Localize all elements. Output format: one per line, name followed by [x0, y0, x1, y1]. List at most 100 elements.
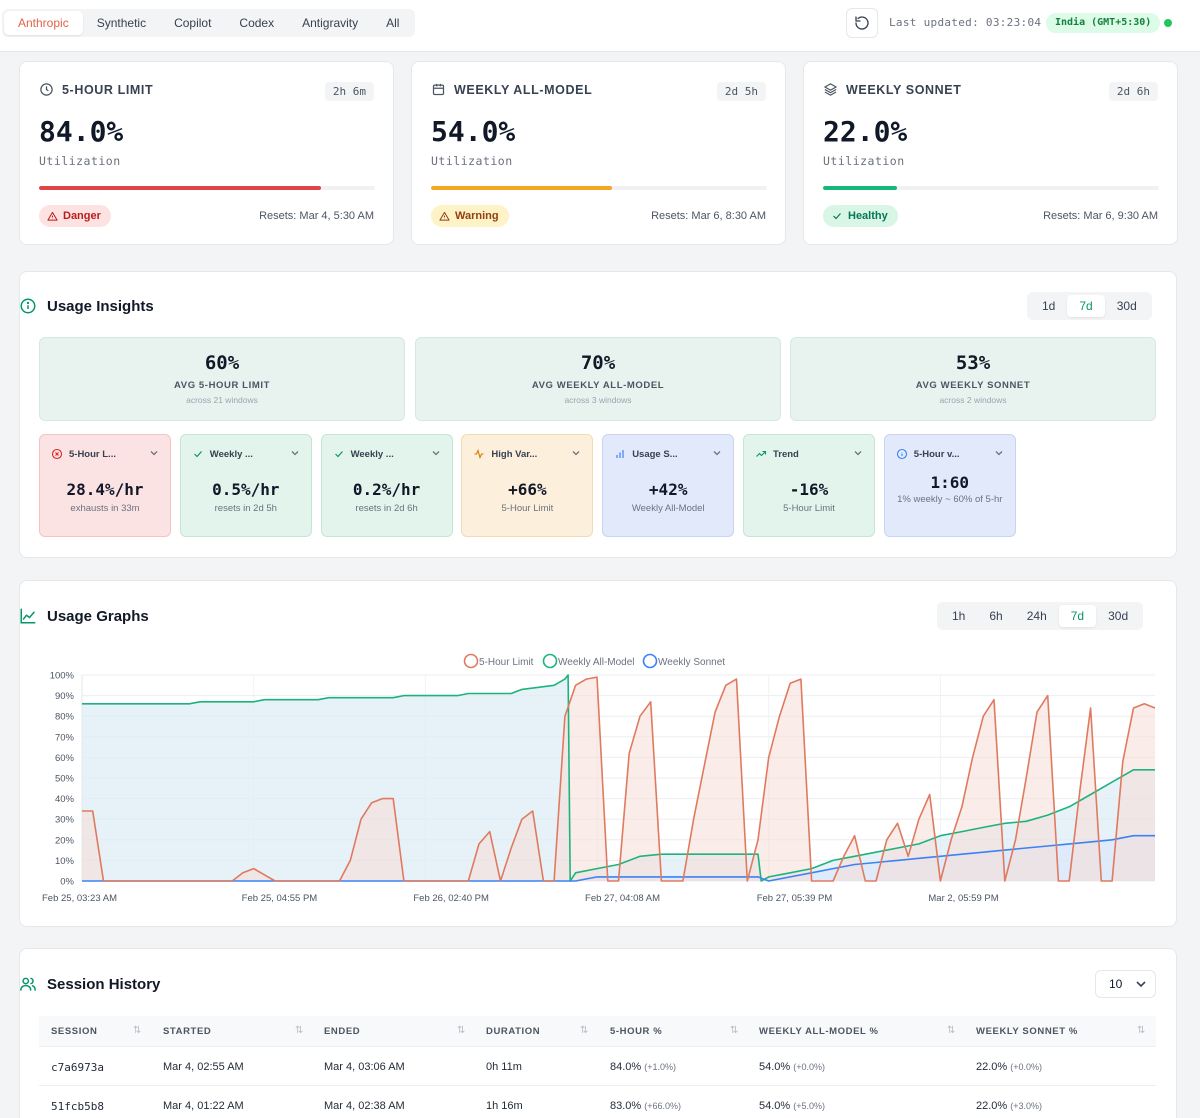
insight-card-title: 5-Hour L...: [69, 448, 116, 460]
graphs-range-24h[interactable]: 24h: [1026, 609, 1047, 623]
utilization-label: Utilization: [431, 154, 513, 168]
table-cell: Mar 4, 02:38 AM: [324, 1100, 405, 1112]
graphs-range-30d[interactable]: 30d: [1108, 609, 1129, 623]
cell-value: 22.0%: [976, 1061, 1008, 1073]
column-header[interactable]: STARTED: [163, 1026, 212, 1037]
y-tick-label: 30%: [55, 815, 75, 826]
chevron-down-icon[interactable]: [290, 448, 300, 460]
y-tick-label: 90%: [55, 691, 75, 702]
chevron-down-icon[interactable]: [571, 448, 581, 460]
insight-card-header: 5-Hour v...: [896, 448, 1004, 460]
insight-card[interactable]: High Var... +66% 5-Hour Limit: [461, 434, 594, 537]
page-size-select[interactable]: 10: [1095, 970, 1156, 998]
chart-series-lines: [82, 674, 1156, 882]
info-icon: [896, 448, 908, 460]
insight-card[interactable]: Weekly ... 0.2%/hr resets in 2d 6h: [320, 434, 453, 537]
insight-card-title: 5-Hour v...: [913, 448, 960, 460]
limit-card-title: WEEKLY SONNET: [846, 82, 962, 97]
x-tick-label: Mar 2, 05:59 PM: [928, 893, 998, 904]
x-tick-label: Feb 26, 02:40 PM: [413, 893, 489, 904]
insight-card-value: 0.2%/hr: [352, 480, 421, 499]
resets-text: Resets: Mar 6, 8:30 AM: [651, 210, 766, 222]
column-header[interactable]: 5-HOUR %: [610, 1026, 663, 1037]
graphs-range-6h[interactable]: 6h: [989, 609, 1003, 623]
sort-icon[interactable]: ⇅: [457, 1025, 466, 1036]
sort-icon[interactable]: ⇅: [580, 1025, 589, 1036]
page-size-value: 10: [1109, 977, 1123, 991]
refresh-button[interactable]: [846, 8, 878, 38]
sort-icon[interactable]: ⇅: [1137, 1025, 1146, 1036]
sort-icon[interactable]: ⇅: [295, 1025, 304, 1036]
session-history-header: Session History: [19, 975, 160, 993]
layers-icon: [823, 82, 838, 97]
column-header[interactable]: WEEKLY ALL-MODEL %: [759, 1026, 879, 1037]
table-cell: 54.0% (+0.0%): [759, 1061, 825, 1073]
usage-insights-header: Usage Insights: [19, 297, 154, 315]
clock-icon: [39, 82, 54, 97]
tab-antigravity[interactable]: Antigravity: [302, 16, 359, 30]
insight-card-title: Trend: [773, 448, 799, 460]
chevron-down-icon[interactable]: [149, 448, 159, 460]
graphs-range-selector: 1h 6h 24h 7d 30d: [937, 602, 1144, 630]
insight-card[interactable]: 5-Hour v... 1:60 1% weekly ~ 60% of 5-hr: [883, 434, 1016, 537]
column-header[interactable]: DURATION: [486, 1026, 541, 1037]
insight-card-subtext: resets in 2d 5h: [214, 503, 277, 514]
sort-icon[interactable]: ⇅: [947, 1025, 956, 1036]
insight-card[interactable]: Weekly ... 0.5%/hr resets in 2d 5h: [179, 434, 312, 537]
insight-card-value: +66%: [508, 480, 547, 499]
sort-icon[interactable]: ⇅: [133, 1025, 142, 1036]
last-updated: Last updated: 03:23:04: [889, 16, 1042, 29]
utilization-bar-fill: [823, 186, 897, 190]
x-tick-label: Feb 25, 03:23 AM: [42, 893, 117, 904]
chevron-down-icon[interactable]: [712, 448, 722, 460]
y-tick-label: 50%: [55, 774, 75, 785]
cell-delta: (+5.0%): [793, 1101, 826, 1111]
insight-card[interactable]: Usage S... +42% Weekly All-Model: [602, 434, 735, 537]
tab-codex[interactable]: Codex: [239, 16, 275, 30]
tab-synthetic[interactable]: Synthetic: [96, 16, 147, 30]
tab-anthropic[interactable]: Anthropic: [4, 11, 83, 35]
average-subtext: across 3 windows: [564, 395, 632, 405]
utilization-bar: [431, 186, 767, 190]
insight-card-subtext: 1% weekly ~ 60% of 5-hr: [897, 494, 1003, 505]
insight-card[interactable]: 5-Hour L... 28.4%/hr exhausts in 33m: [39, 434, 171, 537]
table-cell: Mar 4, 02:55 AM: [163, 1061, 244, 1073]
chevron-down-icon[interactable]: [853, 448, 863, 460]
insight-card-subtext: resets in 2d 6h: [355, 503, 418, 514]
average-subtext: across 21 windows: [186, 395, 258, 405]
insights-range-30d[interactable]: 30d: [1116, 299, 1137, 313]
resets-text: Resets: Mar 4, 5:30 AM: [259, 210, 374, 222]
insights-range-1d[interactable]: 1d: [1042, 299, 1056, 313]
table-row[interactable]: 51fcb5b8 Mar 4, 01:22 AM Mar 4, 02:38 AM 1h…: [39, 1087, 1156, 1118]
column-header[interactable]: ENDED: [324, 1026, 361, 1037]
utilization-value: 84.0%: [39, 115, 124, 148]
status-badge: Healthy: [823, 205, 898, 227]
cell-value: 54.0%: [759, 1100, 791, 1112]
timezone-badge[interactable]: India (GMT+5:30): [1046, 13, 1161, 33]
table-row[interactable]: c7a6973a Mar 4, 02:55 AM Mar 4, 03:06 AM 0h…: [39, 1048, 1156, 1086]
utilization-bar: [823, 186, 1159, 190]
limit-card-header: 5-HOUR LIMIT: [39, 82, 153, 97]
table-cell: Mar 4, 03:06 AM: [324, 1061, 405, 1073]
chevron-down-icon[interactable]: [431, 448, 441, 460]
status-dot: [1164, 19, 1172, 27]
x-tick-label: Feb 25, 04:55 PM: [242, 893, 318, 904]
column-header[interactable]: WEEKLY SONNET %: [976, 1026, 1078, 1037]
insight-card-subtext: Weekly All-Model: [631, 503, 705, 514]
graphs-range-1h[interactable]: 1h: [952, 609, 966, 623]
insight-card[interactable]: Trend -16% 5-Hour Limit: [743, 434, 875, 537]
y-tick-label: 20%: [55, 835, 75, 846]
insights-range-7d[interactable]: 7d: [1067, 295, 1105, 317]
usage-insights-title: Usage Insights: [47, 297, 154, 315]
warning-icon: [47, 211, 58, 222]
tab-copilot[interactable]: Copilot: [174, 16, 212, 30]
sort-icon[interactable]: ⇅: [730, 1025, 739, 1036]
average-value: 70%: [580, 352, 616, 374]
cell-delta: (+0.0%): [1010, 1062, 1043, 1072]
tab-all[interactable]: All: [386, 16, 400, 30]
graphs-range-7d[interactable]: 7d: [1058, 605, 1097, 627]
column-header[interactable]: SESSION: [51, 1026, 98, 1037]
utilization-value: 54.0%: [431, 115, 516, 148]
chevron-down-icon[interactable]: [994, 448, 1004, 460]
legend-label: Weekly Sonnet: [658, 657, 725, 668]
